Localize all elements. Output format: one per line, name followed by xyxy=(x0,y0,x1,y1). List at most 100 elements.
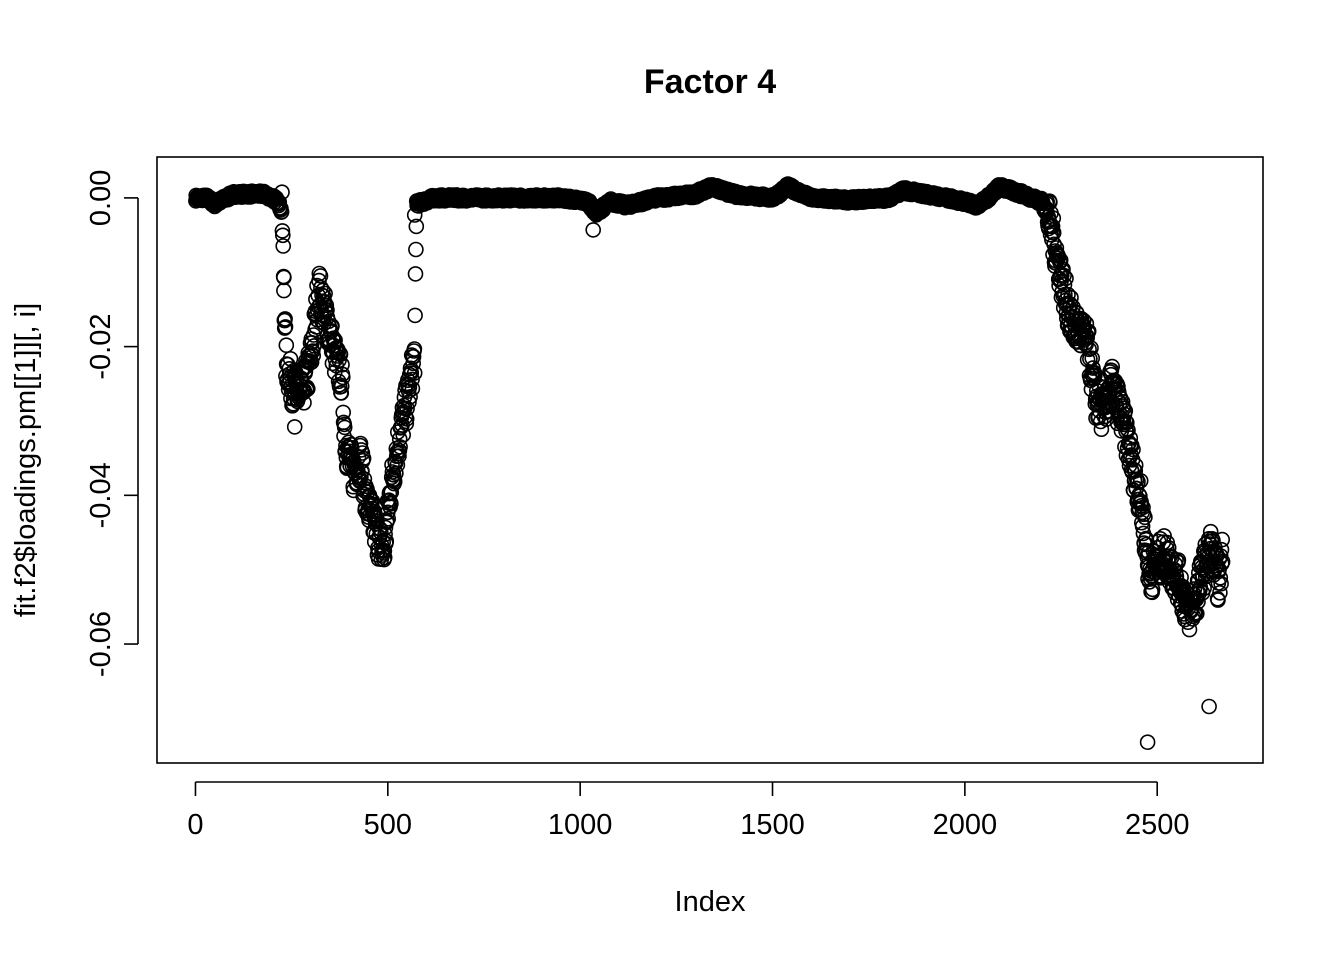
data-point xyxy=(332,346,349,363)
data-point xyxy=(1114,393,1131,410)
data-point xyxy=(386,473,403,490)
data-point-outlier xyxy=(276,269,292,286)
data-point xyxy=(354,445,371,461)
data-point xyxy=(1144,581,1161,598)
y-axis-label: fit.f2$loadings.pm[[1]][, i] xyxy=(10,303,42,617)
data-point xyxy=(402,389,418,405)
x-tick-label: 1000 xyxy=(548,809,613,841)
x-tick-label: 2000 xyxy=(933,809,998,841)
data-point-outlier xyxy=(286,419,303,435)
data-point xyxy=(1117,413,1134,430)
data-point-outlier xyxy=(1201,698,1217,715)
data-point xyxy=(303,354,320,370)
y-tick-label: 0.00 xyxy=(85,170,117,226)
y-tick-label: -0.02 xyxy=(85,314,117,380)
data-point-outlier xyxy=(1139,734,1156,751)
data-point xyxy=(408,218,425,235)
y-tick-label: -0.04 xyxy=(85,462,117,528)
data-point xyxy=(1135,499,1151,516)
data-point xyxy=(1055,261,1071,277)
data-point xyxy=(317,285,333,302)
data-points xyxy=(188,176,1231,751)
data-point xyxy=(282,350,299,367)
data-point xyxy=(299,381,316,397)
data-point-outlier xyxy=(585,222,602,238)
data-point xyxy=(275,238,292,254)
data-point xyxy=(1132,488,1148,504)
data-point xyxy=(1081,341,1097,358)
data-point xyxy=(1122,430,1139,446)
data-point xyxy=(1125,441,1141,458)
data-point xyxy=(335,404,352,421)
data-point xyxy=(1210,592,1226,608)
data-point xyxy=(1056,267,1072,284)
data-point xyxy=(1133,497,1150,514)
data-point xyxy=(278,337,295,354)
data-point xyxy=(303,346,319,362)
data-point xyxy=(1189,605,1205,622)
data-point xyxy=(1083,340,1099,356)
data-point xyxy=(408,241,424,258)
data-point xyxy=(1058,270,1074,287)
chart-title: Factor 4 xyxy=(644,63,776,101)
data-point xyxy=(376,543,393,559)
x-tick-label: 0 xyxy=(187,809,203,841)
data-point xyxy=(1079,329,1095,346)
data-point xyxy=(391,448,407,464)
data-point xyxy=(407,266,424,282)
data-point xyxy=(1127,463,1144,479)
data-point xyxy=(1185,608,1202,624)
data-point xyxy=(1132,472,1149,489)
data-point xyxy=(1110,378,1126,395)
x-tick-label: 2500 xyxy=(1125,809,1190,841)
data-point xyxy=(397,408,414,425)
data-point xyxy=(319,302,335,318)
data-point xyxy=(406,365,423,381)
data-point xyxy=(399,400,415,417)
data-point xyxy=(404,380,421,397)
data-point xyxy=(398,411,415,427)
data-point xyxy=(378,533,395,550)
data-point xyxy=(405,348,422,365)
x-axis: 0 500 1000 1500 2000 2500 xyxy=(187,781,1190,841)
data-point xyxy=(305,347,322,364)
data-point xyxy=(383,495,399,512)
data-point xyxy=(274,223,291,239)
data-point xyxy=(1042,194,1058,211)
data-point xyxy=(314,282,331,299)
data-point xyxy=(354,463,370,479)
data-point xyxy=(312,268,329,284)
x-tick-label: 500 xyxy=(364,809,412,841)
data-point xyxy=(336,419,353,436)
data-point xyxy=(352,435,369,452)
data-point xyxy=(1144,584,1160,601)
data-point xyxy=(334,369,351,386)
data-point xyxy=(1196,580,1212,597)
data-point xyxy=(1202,523,1219,540)
data-point xyxy=(333,385,350,401)
data-point xyxy=(1160,539,1177,556)
data-point xyxy=(406,341,423,357)
data-point xyxy=(271,194,288,211)
data-point xyxy=(1170,552,1187,568)
data-point xyxy=(334,356,350,373)
data-point xyxy=(274,184,290,200)
data-point xyxy=(398,415,415,432)
data-point xyxy=(1063,289,1079,306)
data-point xyxy=(1045,225,1062,241)
y-tick-label: -0.06 xyxy=(85,611,117,677)
data-point xyxy=(1212,584,1228,601)
data-point xyxy=(276,282,292,299)
data-point xyxy=(388,465,404,482)
data-point xyxy=(392,439,408,455)
plot-frame xyxy=(156,156,1264,764)
data-point xyxy=(333,378,350,395)
data-point xyxy=(395,427,412,443)
data-point xyxy=(1117,403,1134,419)
data-point xyxy=(1087,367,1103,384)
data-point xyxy=(355,450,372,467)
x-axis-label: Index xyxy=(675,886,746,918)
data-point-outlier xyxy=(406,207,423,223)
data-point xyxy=(1214,553,1231,570)
